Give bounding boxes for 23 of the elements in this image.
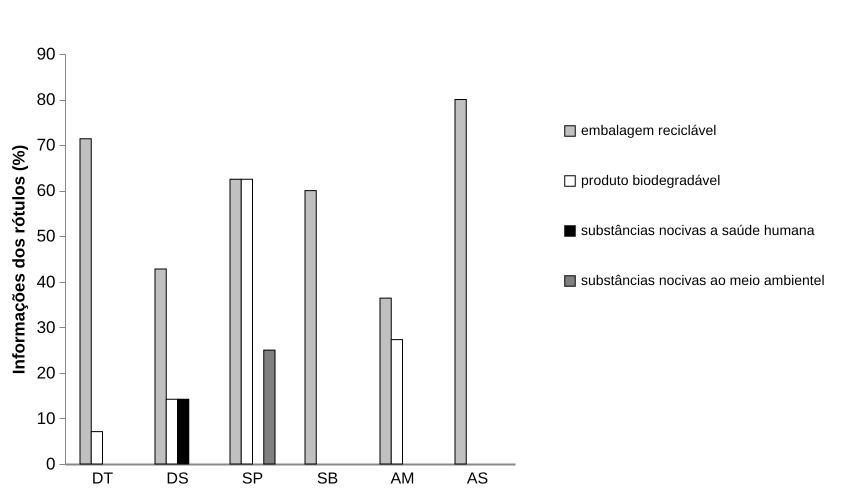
legend-label: substâncias nocivas a saúde humana (581, 222, 815, 238)
y-tick-label: 40 (36, 272, 56, 292)
x-tick-label: DT (92, 470, 114, 488)
x-tick-label: AS (466, 470, 488, 488)
x-tick-label: SP (242, 470, 264, 488)
x-tick-label: DS (166, 470, 189, 488)
y-tick-label: 80 (36, 90, 56, 110)
y-tick-label: 60 (36, 181, 56, 200)
legend-label: embalagem reciclável (581, 122, 716, 138)
bar (304, 190, 317, 464)
y-axis-title: Informações dos rótulos (%) (10, 144, 29, 374)
y-tick-label: 0 (46, 454, 56, 474)
x-tick-label: AM (390, 470, 414, 488)
y-tick-label: 70 (36, 136, 56, 155)
x-tick-label: SB (316, 470, 338, 488)
legend-label: substâncias nocivas ao meio ambientel (581, 272, 825, 288)
y-tick-label: 30 (36, 318, 56, 337)
y-tick-label: 90 (36, 44, 56, 64)
y-tick-label: 10 (36, 408, 56, 428)
y-tick-label: 50 (36, 226, 56, 246)
bar (454, 99, 467, 464)
legend-label: produto biodegradável (581, 172, 720, 188)
y-tick-label: 20 (36, 363, 56, 382)
